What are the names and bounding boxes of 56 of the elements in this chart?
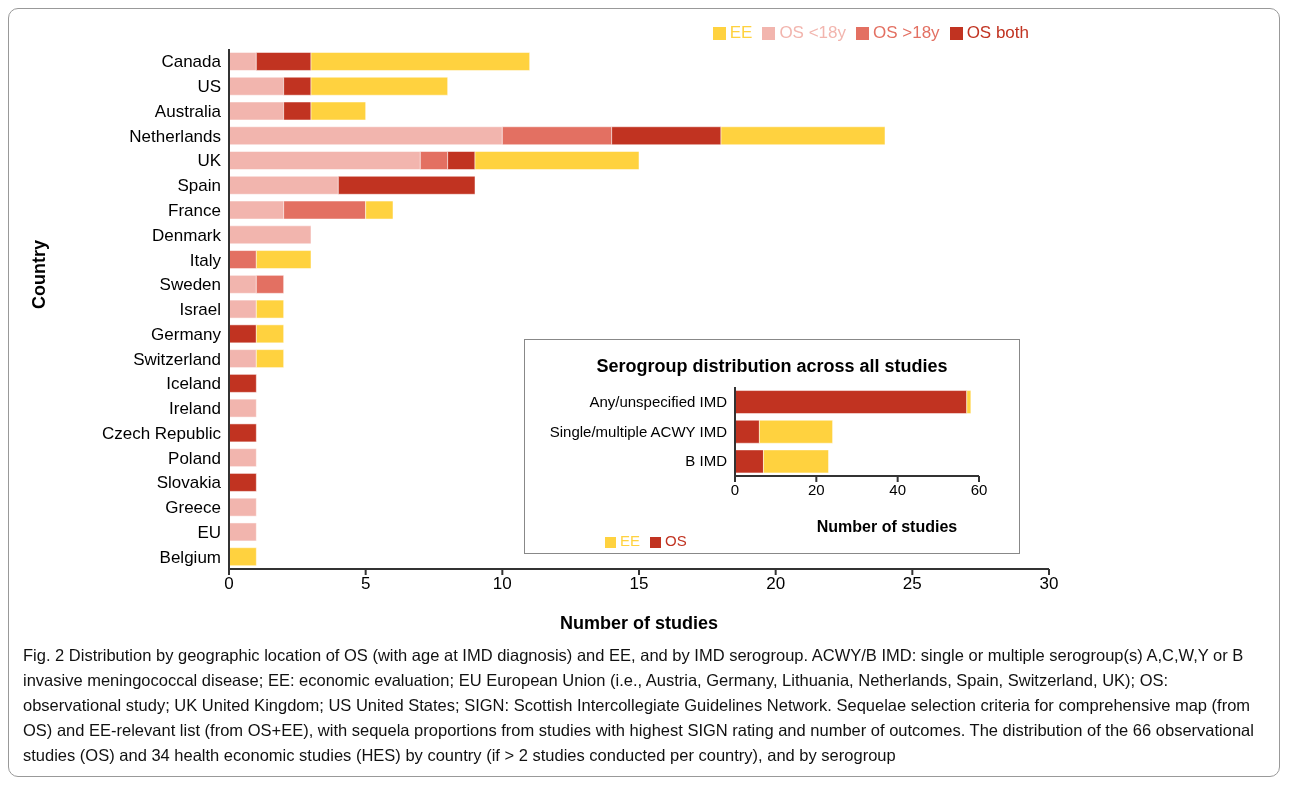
y-tick-label: Australia [154, 101, 222, 121]
y-tick-label: Germany [151, 324, 222, 344]
y-tick-label: Israel [179, 300, 221, 320]
bar [229, 522, 257, 542]
x-tick-label: 25 [902, 574, 922, 594]
bar [229, 473, 257, 492]
y-tick-label: Italy [189, 250, 222, 270]
y-tick-label: Sweden [159, 275, 221, 295]
x-axis-title: Number of studies [559, 613, 719, 633]
legend-label: OS >18y [873, 23, 940, 42]
bar [229, 225, 312, 245]
bar [229, 448, 257, 467]
y-tick-label: Netherlands [129, 126, 221, 146]
legend-label: EE [729, 23, 753, 42]
y-tick-label: US [197, 77, 221, 97]
x-tick-label: 20 [807, 480, 825, 498]
x-tick-label: 30 [1039, 574, 1059, 594]
y-tick-label: Czech Republic [101, 423, 222, 443]
x-tick-label: 20 [766, 574, 786, 594]
bar [229, 398, 257, 418]
bar [229, 547, 257, 566]
y-tick-label: B IMD [685, 452, 728, 470]
y-tick-label: Denmark [152, 225, 222, 245]
y-tick-label: Poland [168, 448, 221, 468]
y-tick-label: Switzerland [133, 349, 221, 369]
x-tick-label: 5 [360, 574, 371, 594]
y-tick-label: Canada [161, 52, 222, 72]
bar [735, 390, 968, 414]
legend-label: OS [665, 532, 687, 549]
legend-label: OS <18y [779, 23, 846, 42]
y-tick-label: Iceland [166, 374, 221, 394]
x-axis-title: Number of studies [816, 518, 958, 535]
y-tick-label: France [168, 200, 221, 220]
y-tick-label: EU [197, 522, 221, 542]
chart-title: Serogroup distribution across all studies [595, 356, 949, 377]
x-tick-label: 15 [629, 574, 649, 594]
x-tick-label: 10 [492, 574, 512, 594]
y-tick-label: Greece [165, 498, 221, 518]
x-tick-label: 60 [970, 480, 988, 498]
y-tick-label: Ireland [169, 399, 221, 419]
bar [229, 374, 257, 393]
bar [229, 423, 257, 443]
y-tick-label: UK [197, 151, 222, 171]
legend-label: OS both [966, 23, 1029, 42]
y-tick-label: Spain [177, 176, 221, 196]
caption: Fig. 2 Distribution by geographic location of OS (with age at IMD diagnosis) and EE, and by IMD serogroup. ACWY/B IMD: single or multiple serogroup(s) A,C,W,Y or B invasive meningococcal disease; EE: economic evaluation; EU European Union (i.e., Austria, Germany, Lithuania, Netherlands, Spain, Switzerland, UK); OS: observational study; UK United Kingdom; US United States; SIGN: Scottish Intercollegiate Guidelines Network. Sequelae selection criteria for comprehensive map (from OS) and EE-relevant list (from OS+EE), with sequela proportions from studies with highest SIGN rating and number of outcomes. The distribution of the 66 observational studies (OS) and 34 health economic studies (HES) by country (if > 2 studies conducted per country), and by serogroup [23, 645, 1255, 766]
y-tick-label: Any/unspecified IMD [589, 393, 728, 411]
legend-label: EE [620, 532, 641, 549]
y-tick-label: Slovakia [156, 473, 222, 493]
x-tick-label: 0 [730, 480, 740, 498]
y-tick-label: Belgium [159, 547, 221, 567]
x-tick-label: 0 [224, 574, 234, 594]
y-tick-label: Single/multiple ACWY IMD [549, 422, 728, 440]
x-tick-label: 40 [889, 480, 907, 498]
bar [229, 497, 257, 517]
y-axis-title: Country [29, 240, 50, 309]
